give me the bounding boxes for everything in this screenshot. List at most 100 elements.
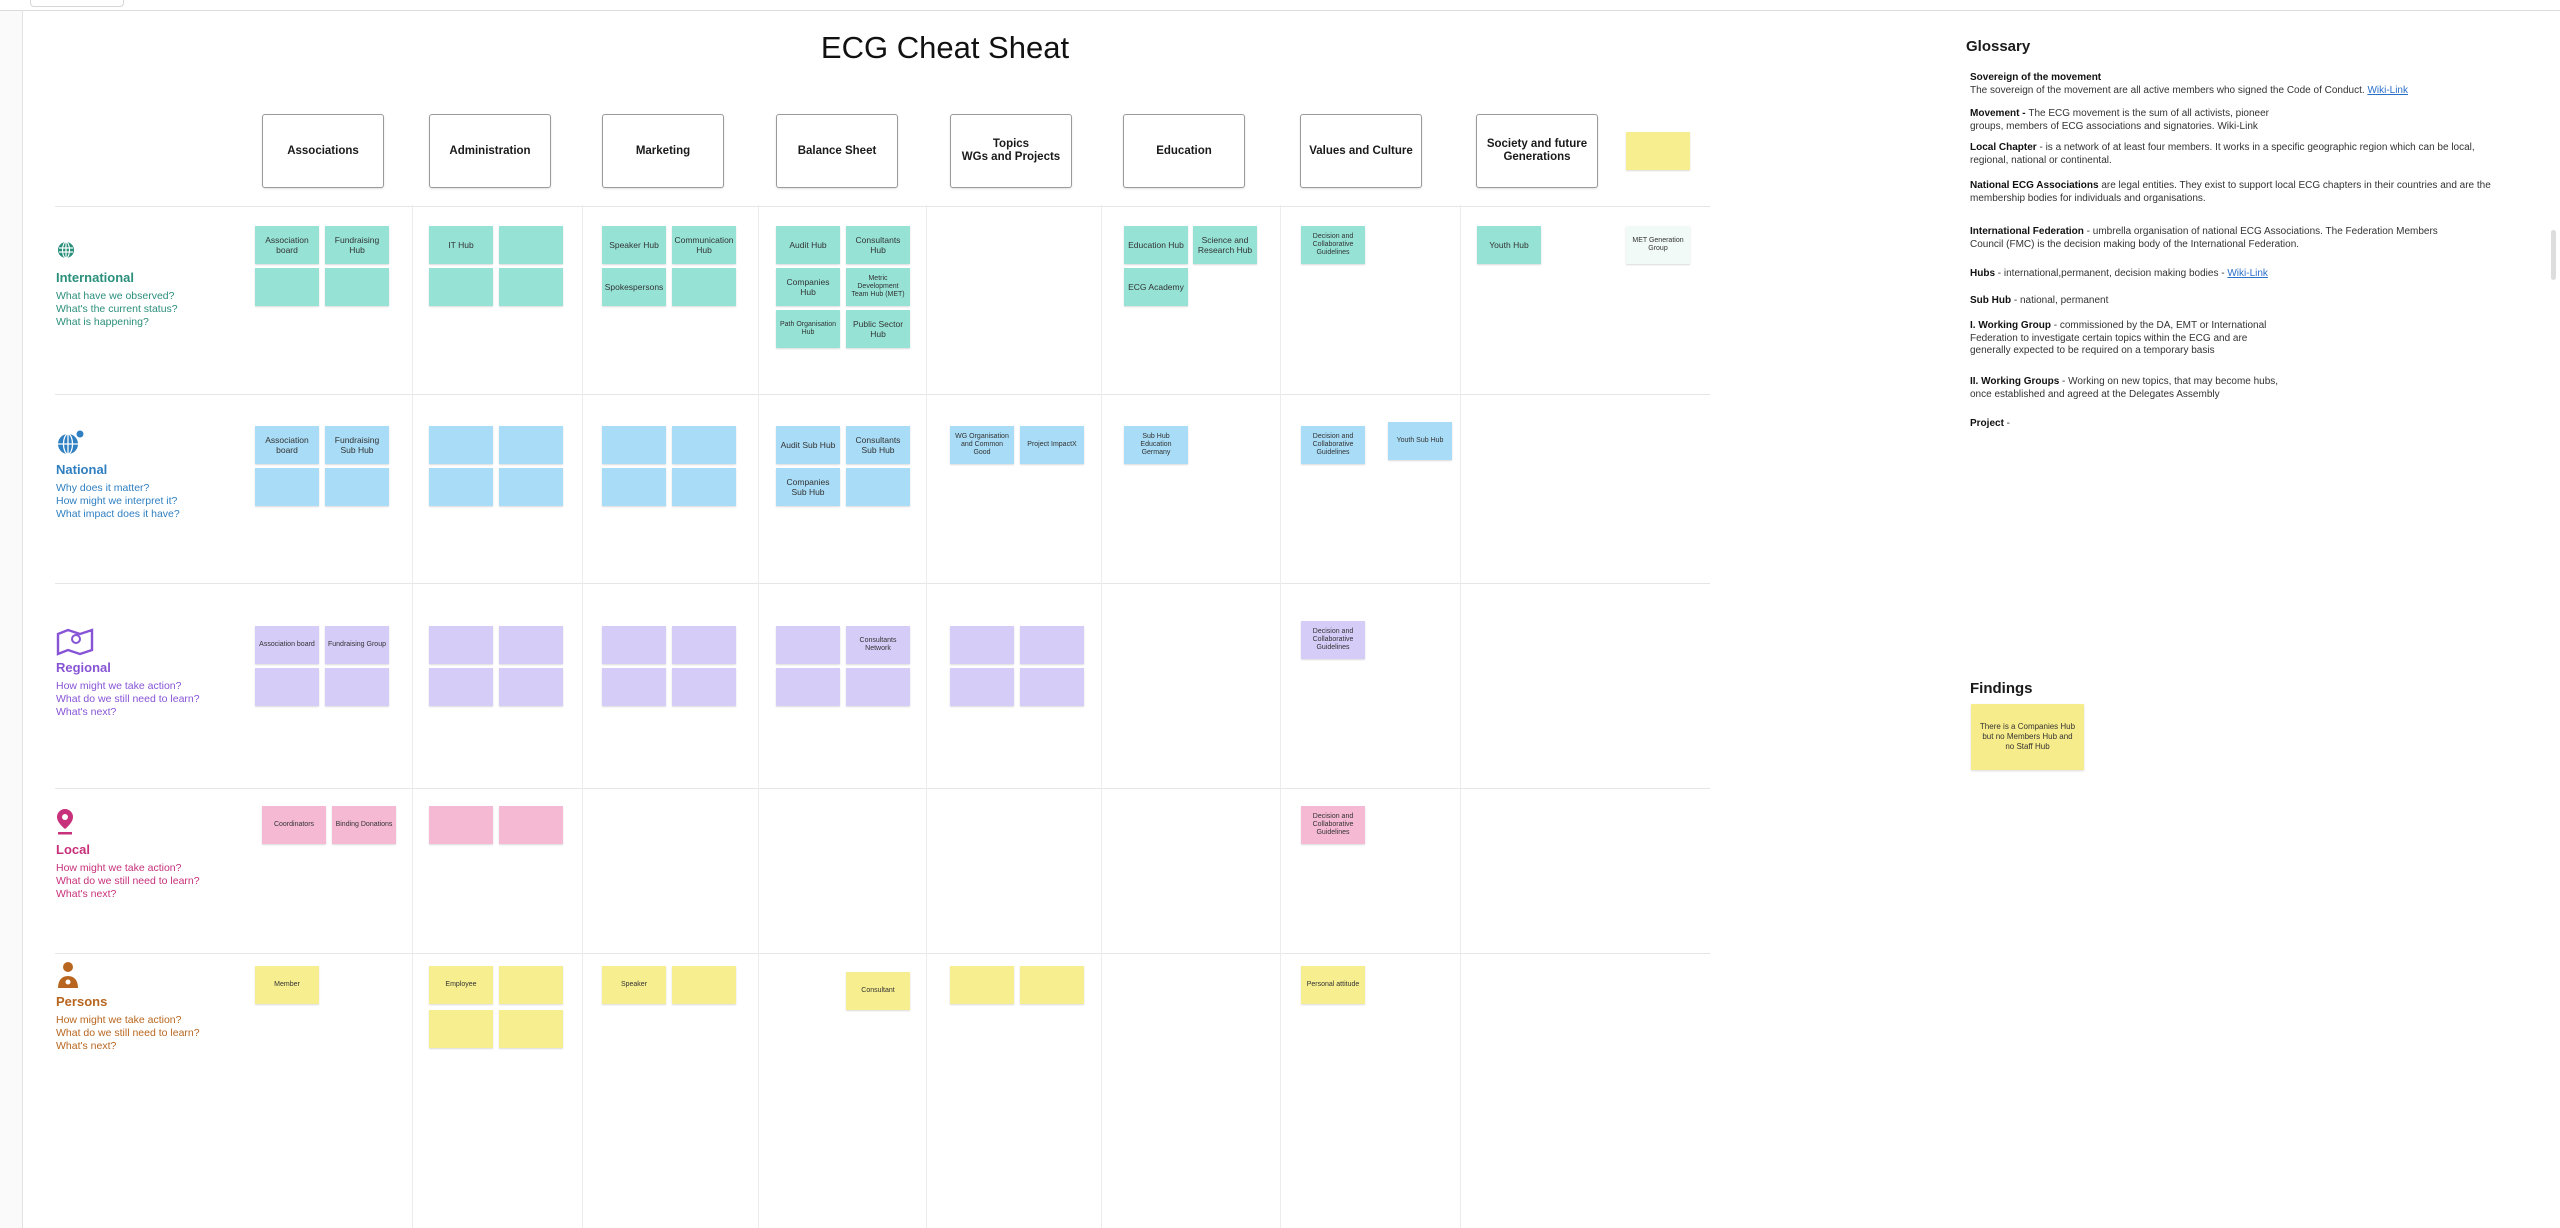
sticky-blank[interactable] [672, 626, 736, 664]
globe-icon [58, 241, 74, 259]
sticky-blank[interactable] [672, 668, 736, 706]
sticky-public-sector-hub[interactable]: Public Sector Hub [846, 310, 910, 348]
sticky-employee[interactable]: Employee [429, 966, 493, 1004]
sticky-audit-hub[interactable]: Audit Hub [776, 226, 840, 264]
sticky-decision-guidelines[interactable]: Decision and Collaborative Guidelines [1301, 621, 1365, 659]
sticky-blank[interactable] [325, 268, 389, 306]
sticky-blank[interactable] [429, 668, 493, 706]
sticky-blank[interactable] [672, 268, 736, 306]
sticky-decision-guidelines[interactable]: Decision and Collaborative Guidelines [1301, 426, 1365, 464]
sticky-fundraising-hub[interactable]: Fundraising Hub [325, 226, 389, 264]
sticky-consultants-hub[interactable]: Consultants Hub [846, 226, 910, 264]
sticky-fundraising-sub-hub[interactable]: Fundraising Sub Hub [325, 426, 389, 464]
row-label-international: International What have we observed? Wha… [56, 236, 256, 329]
sticky-speaker[interactable]: Speaker [602, 966, 666, 1004]
sticky-metric-development[interactable]: Metric Development Team Hub (MET) [846, 268, 910, 306]
column-header-associations[interactable]: Associations [262, 114, 384, 188]
column-header-administration[interactable]: Administration [429, 114, 551, 188]
sticky-blank[interactable] [602, 426, 666, 464]
findings-note[interactable]: There is a Companies Hub but no Members … [1971, 704, 2084, 770]
sticky-decision-guidelines[interactable]: Decision and Collaborative Guidelines [1301, 806, 1365, 844]
sticky-blank[interactable] [602, 626, 666, 664]
sticky-blank[interactable] [499, 468, 563, 506]
sticky-companies-sub-hub[interactable]: Companies Sub Hub [776, 468, 840, 506]
wiki-link[interactable]: Wiki-Link [2227, 268, 2268, 279]
column-header-topics[interactable]: Topics WGs and Projects [950, 114, 1072, 188]
sticky-blank[interactable] [846, 668, 910, 706]
sticky-association-board[interactable]: Association board [255, 426, 319, 464]
sticky-blank[interactable] [672, 966, 736, 1004]
sticky-education-hub[interactable]: Education Hub [1124, 226, 1188, 264]
sticky-blank[interactable] [1020, 966, 1084, 1004]
sticky-blank[interactable] [1020, 626, 1084, 664]
sticky-blank[interactable] [255, 268, 319, 306]
sticky-blank[interactable] [429, 268, 493, 306]
sticky-blank[interactable] [429, 426, 493, 464]
sticky-project-impact[interactable]: Project ImpactX [1020, 426, 1084, 464]
sticky-blank[interactable] [602, 468, 666, 506]
sticky-blank[interactable] [776, 668, 840, 706]
sticky-blank[interactable] [429, 626, 493, 664]
sticky-blank[interactable] [950, 626, 1014, 664]
blank-yellow-sticky[interactable] [1626, 132, 1690, 170]
sticky-blank[interactable] [429, 1010, 493, 1048]
sticky-blank[interactable] [672, 468, 736, 506]
sticky-sub-hub-education[interactable]: Sub Hub Education Germany [1124, 426, 1188, 464]
sticky-ecg-academy[interactable]: ECG Academy [1124, 268, 1188, 306]
sticky-blank[interactable] [499, 626, 563, 664]
row-question: What's next? [56, 706, 117, 718]
vertical-scrollbar[interactable] [2551, 230, 2556, 280]
sticky-audit-sub-hub[interactable]: Audit Sub Hub [776, 426, 840, 464]
sticky-blank[interactable] [602, 668, 666, 706]
sticky-spokespersons[interactable]: Spokespersons [602, 268, 666, 306]
sticky-communication-hub[interactable]: Communication Hub [672, 226, 736, 264]
sticky-blank[interactable] [499, 226, 563, 264]
sticky-youth-sub-hub[interactable]: Youth Sub Hub [1388, 422, 1452, 460]
sticky-it-hub[interactable]: IT Hub [429, 226, 493, 264]
sticky-blank[interactable] [499, 966, 563, 1004]
sticky-wg-organisation[interactable]: WG Organisation and Common Good [950, 426, 1014, 464]
sticky-blank[interactable] [325, 468, 389, 506]
sticky-science-research-hub[interactable]: Science and Research Hub [1193, 226, 1257, 264]
sticky-association-board[interactable]: Association board [255, 626, 319, 664]
sticky-blank[interactable] [950, 966, 1014, 1004]
row-divider [55, 394, 1710, 395]
tab-fragment[interactable] [30, 0, 124, 7]
column-header-values[interactable]: Values and Culture [1300, 114, 1422, 188]
sticky-speaker-hub[interactable]: Speaker Hub [602, 226, 666, 264]
sticky-association-board[interactable]: Association board [255, 226, 319, 264]
sticky-companies-hub[interactable]: Companies Hub [776, 268, 840, 306]
sticky-blank[interactable] [776, 626, 840, 664]
sticky-blank[interactable] [499, 426, 563, 464]
sticky-blank[interactable] [950, 668, 1014, 706]
column-header-society[interactable]: Society and future Generations [1476, 114, 1598, 188]
sticky-blank[interactable] [429, 806, 493, 844]
sticky-blank[interactable] [325, 668, 389, 706]
sticky-blank[interactable] [672, 426, 736, 464]
sticky-consultants-sub-hub[interactable]: Consultants Sub Hub [846, 426, 910, 464]
sticky-blank[interactable] [499, 1010, 563, 1048]
sticky-blank[interactable] [499, 806, 563, 844]
sticky-blank[interactable] [846, 468, 910, 506]
sticky-blank[interactable] [1020, 668, 1084, 706]
column-header-marketing[interactable]: Marketing [602, 114, 724, 188]
sticky-blank[interactable] [499, 668, 563, 706]
sticky-binding-donations[interactable]: Binding Donations [332, 806, 396, 844]
sticky-path-organisation-hub[interactable]: Path Organisation Hub [776, 310, 840, 348]
sticky-consultants-network[interactable]: Consultants Network [846, 626, 910, 664]
wiki-link[interactable]: Wiki-Link [2367, 84, 2408, 96]
sticky-coordinators[interactable]: Coordinators [262, 806, 326, 844]
sticky-blank[interactable] [429, 468, 493, 506]
sticky-member[interactable]: Member [255, 966, 319, 1004]
column-header-balance-sheet[interactable]: Balance Sheet [776, 114, 898, 188]
sticky-personal-attitude[interactable]: Personal attitude [1301, 966, 1365, 1004]
column-header-education[interactable]: Education [1123, 114, 1245, 188]
sticky-fundraising-group[interactable]: Fundraising Group [325, 626, 389, 664]
sticky-decision-guidelines[interactable]: Decision and Collaborative Guidelines [1301, 226, 1365, 264]
sticky-blank[interactable] [499, 268, 563, 306]
sticky-consultant[interactable]: Consultant [846, 972, 910, 1010]
sticky-blank[interactable] [255, 468, 319, 506]
sticky-youth-hub[interactable]: Youth Hub [1477, 226, 1541, 264]
sticky-met-generation-group[interactable]: MET Generation Group [1626, 226, 1690, 264]
sticky-blank[interactable] [255, 668, 319, 706]
